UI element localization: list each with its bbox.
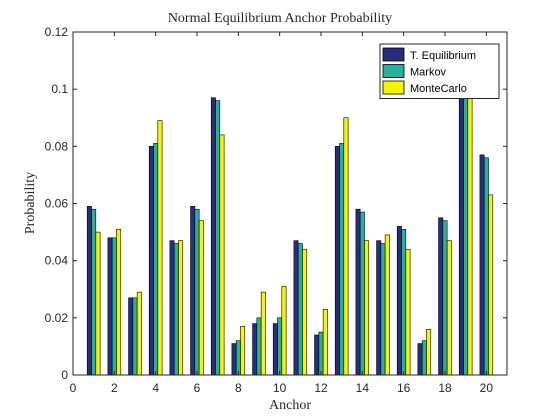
bar-markov-2 bbox=[111, 237, 117, 376]
bar-montecarlo-9 bbox=[260, 291, 266, 376]
x-tick-label: 6 bbox=[194, 381, 201, 395]
bar-montecarlo-1 bbox=[95, 231, 101, 376]
bar-t-equilibrium-16 bbox=[396, 226, 402, 376]
bar-markov-6 bbox=[194, 208, 200, 376]
bar-markov-17 bbox=[421, 340, 427, 376]
bar-montecarlo-14 bbox=[364, 240, 370, 376]
bar-montecarlo-16 bbox=[405, 248, 411, 376]
bar-t-equilibrium-2 bbox=[107, 237, 113, 376]
bar-markov-14 bbox=[359, 211, 365, 376]
bar-t-equilibrium-13 bbox=[334, 146, 340, 376]
bar-montecarlo-12 bbox=[322, 308, 328, 376]
y-tick-label: 0.12 bbox=[45, 25, 69, 39]
bar-markov-7 bbox=[215, 100, 221, 376]
bar-t-equilibrium-3 bbox=[128, 297, 134, 376]
bar-markov-19 bbox=[463, 97, 469, 376]
bar-montecarlo-4 bbox=[157, 120, 163, 376]
x-tick-label: 12 bbox=[314, 381, 328, 395]
bar-montecarlo-10 bbox=[281, 286, 287, 376]
bar-markov-16 bbox=[401, 228, 407, 376]
bar-markov-8 bbox=[235, 340, 241, 376]
x-tick-label: 16 bbox=[397, 381, 411, 395]
legend-swatch-montecarlo bbox=[382, 80, 405, 95]
y-tick-label: 0.1 bbox=[51, 82, 68, 96]
y-tick-label: 0.06 bbox=[45, 197, 69, 211]
bar-t-equilibrium-12 bbox=[314, 334, 320, 376]
bar-markov-15 bbox=[380, 243, 386, 376]
bar-t-equilibrium-11 bbox=[293, 240, 299, 376]
bar-montecarlo-2 bbox=[116, 228, 122, 376]
legend: T. Equilibrium Markov MonteCarlo bbox=[379, 43, 500, 99]
bar-montecarlo-17 bbox=[426, 328, 432, 376]
bar-markov-13 bbox=[339, 143, 345, 376]
bar-markov-20 bbox=[483, 157, 489, 376]
x-tick-label: 2 bbox=[111, 381, 118, 395]
bar-montecarlo-8 bbox=[240, 326, 246, 376]
chart-title: Normal Equilibrium Anchor Probability bbox=[168, 11, 392, 26]
bar-t-equilibrium-18 bbox=[438, 217, 444, 376]
bar-markov-11 bbox=[297, 243, 303, 376]
x-tick-label: 18 bbox=[438, 381, 452, 395]
legend-swatch-markov bbox=[382, 64, 405, 78]
bar-montecarlo-18 bbox=[446, 240, 452, 376]
bar-montecarlo-6 bbox=[198, 220, 204, 376]
x-tick-label: 4 bbox=[152, 381, 159, 395]
bar-montecarlo-3 bbox=[136, 291, 142, 376]
x-tick-label: 20 bbox=[480, 381, 494, 395]
bar-montecarlo-15 bbox=[384, 234, 390, 376]
bar-markov-9 bbox=[256, 317, 262, 376]
bar-montecarlo-20 bbox=[488, 194, 494, 376]
y-tick-label: 0.04 bbox=[45, 254, 69, 268]
bar-markov-18 bbox=[442, 220, 448, 376]
y-axis-label: Probability bbox=[23, 172, 38, 234]
y-tick-label: 0 bbox=[61, 368, 68, 382]
bar-t-equilibrium-20 bbox=[479, 154, 485, 376]
x-axis-label: Anchor bbox=[269, 398, 311, 413]
y-tick-label: 0.02 bbox=[45, 311, 69, 325]
bar-montecarlo-5 bbox=[178, 240, 184, 376]
bar-t-equilibrium-14 bbox=[355, 208, 361, 376]
legend-swatch-t-equilibrium bbox=[382, 47, 405, 62]
x-tick-label: 8 bbox=[235, 381, 242, 395]
bar-t-equilibrium-7 bbox=[210, 97, 216, 376]
bar-montecarlo-13 bbox=[343, 117, 349, 376]
x-tick-label: 14 bbox=[356, 381, 370, 395]
bar-markov-5 bbox=[173, 243, 179, 376]
bar-t-equilibrium-8 bbox=[231, 343, 237, 376]
y-tick-label: 0.08 bbox=[45, 139, 69, 153]
bar-t-equilibrium-5 bbox=[169, 240, 175, 376]
legend-label-markov: Markov bbox=[410, 67, 447, 79]
bar-t-equilibrium-19 bbox=[458, 97, 464, 376]
legend-label-t-equilibrium: T. Equilibrium bbox=[410, 50, 476, 62]
bar-t-equilibrium-10 bbox=[272, 323, 278, 376]
bar-t-equilibrium-15 bbox=[376, 240, 382, 376]
bar-t-equilibrium-1 bbox=[86, 206, 92, 376]
bar-markov-3 bbox=[132, 297, 138, 376]
bar-montecarlo-7 bbox=[219, 134, 225, 376]
x-tick-label: 10 bbox=[273, 381, 287, 395]
bar-markov-10 bbox=[277, 317, 283, 376]
bar-markov-1 bbox=[91, 208, 97, 376]
bar-t-equilibrium-6 bbox=[190, 206, 196, 376]
legend-label-montecarlo: MonteCarlo bbox=[410, 83, 467, 95]
bar-markov-12 bbox=[318, 331, 324, 376]
x-tick-label: 0 bbox=[70, 381, 77, 395]
bar-t-equilibrium-17 bbox=[417, 343, 423, 376]
bar-t-equilibrium-4 bbox=[148, 146, 154, 376]
ticks-group: 0 2 4 6 8 10 12 14 16 18 20 0 0.02 0.04 0.06 0.08 0.1 0.1… bbox=[45, 25, 507, 395]
bar-montecarlo-19 bbox=[467, 88, 473, 376]
bar-markov-4 bbox=[153, 143, 159, 376]
bar-montecarlo-11 bbox=[302, 248, 308, 376]
bar-t-equilibrium-9 bbox=[252, 323, 258, 376]
